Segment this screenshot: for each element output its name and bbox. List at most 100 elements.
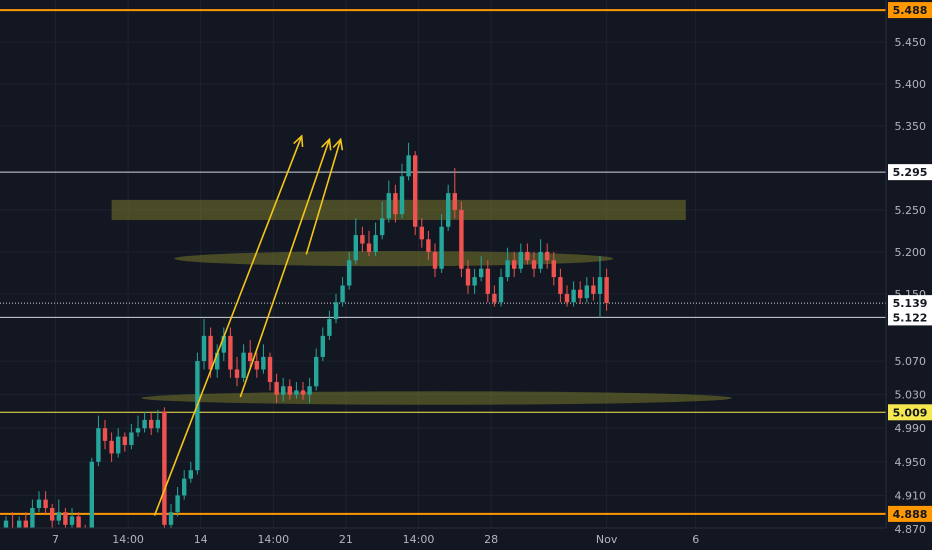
price-badge-label: 5.488: [893, 4, 928, 17]
candle-body: [604, 277, 609, 304]
trend-arrow-head: [332, 137, 344, 151]
time-tick-label: 6: [692, 533, 699, 546]
candle-body: [116, 436, 121, 454]
candle-body: [353, 235, 358, 261]
price-badge-label: 5.009: [893, 406, 928, 419]
time-tick-label: 14: [194, 533, 208, 546]
trend-arrow-line: [305, 139, 342, 255]
candle-body: [307, 386, 312, 395]
candle-body: [63, 512, 68, 525]
price-tick-label: 5.450: [895, 36, 927, 49]
support-resistance-zones: [111, 199, 732, 405]
time-axis-panel[interactable]: [0, 528, 886, 550]
candle-body: [96, 428, 101, 462]
candle-body: [545, 251, 550, 261]
candle-body: [485, 268, 490, 294]
candle-body: [261, 356, 266, 370]
candle-body: [419, 226, 424, 240]
price-badge-bg: [888, 505, 932, 522]
trend-arrow-line: [153, 135, 303, 516]
candle-body: [472, 277, 477, 286]
candle-body: [314, 356, 319, 387]
price-badge-label: 5.139: [893, 297, 928, 310]
trend-arrow-head: [321, 137, 332, 151]
candle-body: [531, 260, 537, 269]
candle-body: [162, 411, 167, 525]
candle-body: [518, 251, 523, 269]
candle-body: [333, 302, 339, 320]
candle-body: [347, 260, 352, 286]
candle-body: [538, 251, 543, 269]
candle-body: [188, 470, 193, 479]
candle-body: [399, 176, 405, 215]
candle-body: [571, 289, 576, 303]
price-badge-bg: [888, 164, 932, 181]
candle-body: [228, 335, 233, 370]
candle-body: [17, 520, 22, 534]
candle-body: [366, 243, 372, 252]
time-tick-label: Nov: [596, 533, 618, 546]
candle-body: [56, 512, 61, 521]
price-badge-label: 4.888: [893, 508, 928, 521]
trend-arrow-line: [239, 139, 331, 398]
price-badge-bg: [888, 295, 932, 312]
candle-body: [479, 268, 484, 278]
candle-body: [89, 461, 94, 538]
candle-body: [340, 285, 345, 303]
candle-body: [564, 293, 570, 303]
candle-body: [452, 193, 457, 210]
time-tick-label: 14:00: [257, 533, 289, 546]
candle-body: [439, 226, 444, 269]
candle-body: [36, 499, 42, 509]
candle-body: [360, 235, 365, 244]
candle-body: [426, 239, 431, 252]
candle-body: [43, 499, 48, 509]
candle-body: [597, 277, 603, 294]
price-axis-panel[interactable]: [886, 0, 932, 550]
candle-body: [432, 251, 438, 269]
price-tick-label: 5.200: [895, 246, 927, 259]
candle-body: [406, 155, 411, 177]
candle-body: [76, 516, 81, 530]
candle-body: [413, 155, 418, 227]
candle-body: [215, 352, 220, 370]
candle-body: [320, 335, 325, 357]
resistance-zone-rect: [111, 199, 686, 220]
trend-arrow-head: [293, 134, 304, 148]
candle-body: [208, 335, 213, 370]
candle-body: [287, 386, 292, 395]
candle-body: [505, 260, 510, 278]
candle-body: [248, 352, 253, 362]
candle-body: [551, 260, 556, 278]
candle-body: [578, 289, 583, 299]
candle-body: [221, 335, 226, 353]
candle-body: [465, 268, 471, 286]
candle-body: [241, 352, 246, 378]
candle-body: [274, 382, 279, 395]
candle-body: [50, 508, 55, 521]
price-tick-label: 5.030: [895, 389, 927, 402]
time-tick-label: 28: [484, 533, 498, 546]
support-zone-ellipse: [174, 251, 614, 267]
time-tick-label: 14:00: [403, 533, 435, 546]
price-tick-label: 5.400: [895, 78, 927, 91]
candle-body: [327, 319, 332, 336]
time-tick-label: 7: [52, 533, 59, 546]
candle-body: [373, 235, 378, 252]
price-badge-label: 5.295: [893, 166, 928, 179]
candle-body: [122, 436, 127, 446]
candle-body: [175, 495, 180, 513]
candle-body: [558, 277, 563, 294]
candle-body: [182, 478, 187, 496]
price-tick-label: 4.910: [895, 489, 927, 502]
candle-body: [102, 428, 108, 441]
candle-body: [459, 209, 464, 269]
support-zone-ellipse: [141, 391, 732, 405]
candle-body: [23, 520, 28, 530]
candle-body: [129, 432, 134, 446]
price-badge-bg: [888, 2, 932, 19]
time-tick-label: 21: [339, 533, 353, 546]
candle-body: [584, 285, 589, 299]
candle-body: [201, 335, 207, 362]
